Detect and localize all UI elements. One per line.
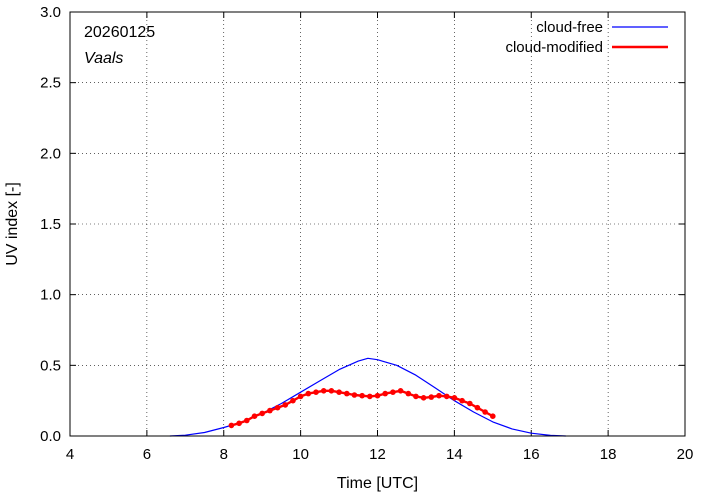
data-point-cloud-modified (305, 390, 312, 397)
data-point-cloud-modified (459, 397, 465, 404)
x-tick-label: 4 (66, 446, 74, 463)
data-point-cloud-modified (428, 394, 435, 400)
data-point-cloud-modified (320, 388, 327, 394)
data-point-cloud-modified (451, 395, 458, 401)
data-point-cloud-modified (297, 393, 304, 400)
data-point-cloud-modified (405, 390, 412, 397)
x-tick-label: 20 (677, 446, 694, 463)
x-tick-label: 10 (292, 446, 309, 463)
y-tick-label: 1.5 (40, 216, 61, 233)
data-point-cloud-modified (413, 393, 419, 400)
data-point-cloud-modified (420, 395, 427, 401)
data-point-cloud-modified (474, 404, 481, 411)
x-tick-label: 8 (220, 446, 228, 463)
data-point-cloud-modified (244, 417, 250, 424)
x-tick-label: 16 (523, 446, 540, 463)
x-tick-label: 18 (600, 446, 617, 463)
data-point-cloud-modified (290, 397, 296, 404)
legend: cloud-free cloud-modified (505, 19, 668, 56)
grid-lines (70, 12, 685, 436)
x-axis-label: Time [UTC] (337, 475, 418, 492)
legend-label-cloud-free: cloud-free (536, 19, 603, 36)
data-point-cloud-modified (351, 392, 358, 398)
data-point-cloud-modified (367, 393, 373, 400)
data-point-cloud-modified (274, 404, 281, 411)
y-tick-label: 1.0 (40, 287, 61, 304)
y-tick-label: 3.0 (40, 4, 61, 21)
data-point-cloud-modified (282, 402, 289, 408)
legend-label-cloud-modified: cloud-modified (505, 39, 603, 56)
data-point-cloud-modified (436, 392, 442, 399)
data-point-cloud-modified (228, 422, 235, 429)
data-point-cloud-modified (482, 409, 488, 415)
data-point-cloud-modified (490, 413, 496, 420)
series-lines (169, 357, 566, 437)
plot-frame (69, 11, 686, 437)
data-point-cloud-modified (397, 388, 404, 394)
data-point-cloud-modified (328, 388, 335, 394)
data-point-cloud-modified (390, 389, 396, 396)
x-tick-label: 6 (143, 446, 151, 463)
data-point-cloud-modified (467, 400, 473, 407)
y-tick-label: 2.0 (40, 145, 61, 162)
data-point-cloud-modified (313, 389, 319, 396)
data-point-cloud-modified (344, 390, 350, 397)
y-axis-label: UV index [-] (4, 182, 21, 266)
tick-labels: 4 6 8 10 12 14 16 18 20 0.0 0.5 1.0 1.5 2.0 2.5 3.0 (40, 4, 693, 463)
x-tick-label: 14 (446, 446, 463, 463)
data-point-cloud-modified (251, 413, 258, 420)
date-annotation: 20260125 (84, 24, 155, 41)
y-tick-label: 0.5 (40, 357, 61, 374)
data-point-cloud-modified (259, 410, 266, 417)
y-tick-label: 2.5 (40, 75, 61, 92)
data-point-cloud-modified (443, 393, 450, 400)
data-point-cloud-modified (336, 389, 342, 396)
x-tick-label: 12 (369, 446, 386, 463)
y-tick-label: 0.0 (40, 428, 61, 445)
location-annotation: Vaals (84, 50, 123, 67)
data-point-cloud-modified (267, 407, 273, 414)
data-point-cloud-modified (359, 392, 365, 399)
data-point-cloud-modified (236, 420, 242, 427)
data-point-cloud-modified (382, 390, 389, 397)
data-point-cloud-modified (374, 392, 381, 399)
